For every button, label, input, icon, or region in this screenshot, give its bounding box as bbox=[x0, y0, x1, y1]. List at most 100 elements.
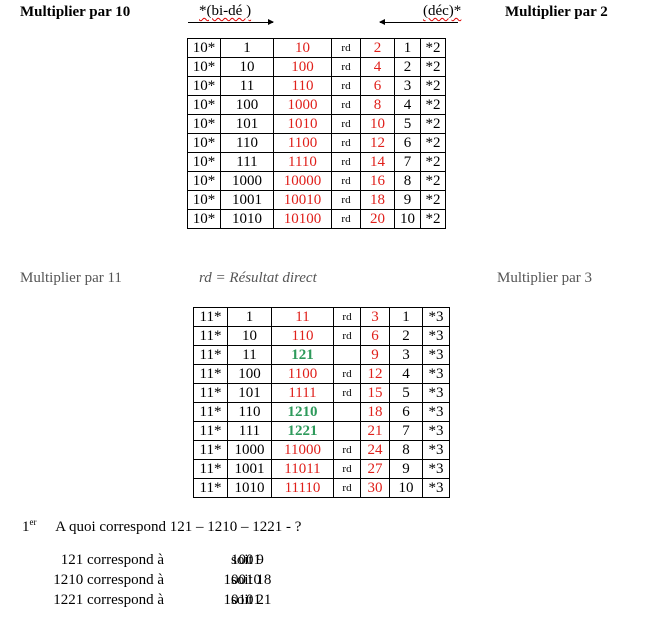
rd-cell bbox=[333, 402, 361, 422]
result-cell: 1221 bbox=[271, 421, 334, 441]
operand-cell: 10 bbox=[227, 326, 272, 346]
rd-cell: rd bbox=[333, 383, 361, 403]
rd-cell: rd bbox=[331, 95, 361, 115]
table-row: 11* 110 1210 18 6 *3 bbox=[193, 402, 450, 422]
decimal-result-cell: 15 bbox=[360, 383, 390, 403]
operand-cell: 111 bbox=[227, 421, 272, 441]
decimal-result-cell: 14 bbox=[360, 152, 395, 172]
question-number: 1 bbox=[22, 519, 30, 535]
factor-cell: *2 bbox=[420, 114, 446, 134]
multiplier-cell: 10* bbox=[187, 57, 221, 77]
decimal-operand-cell: 10 bbox=[394, 209, 421, 229]
decimal-operand-cell: 3 bbox=[394, 76, 421, 96]
title-multiplier-11: Multiplier par 11 bbox=[20, 270, 122, 286]
decimal-operand-cell: 6 bbox=[389, 402, 423, 422]
result-cell: 10 bbox=[273, 38, 332, 58]
arrow-left-icon bbox=[379, 19, 458, 25]
operand-cell: 101 bbox=[227, 383, 272, 403]
rd-cell bbox=[333, 421, 361, 441]
result-cell: 1111 bbox=[271, 383, 334, 403]
multiplier-cell: 10* bbox=[187, 133, 221, 153]
multiplier-cell: 11* bbox=[193, 421, 228, 441]
table-row: 11* 111 1221 21 7 *3 bbox=[193, 421, 450, 441]
multiplier-cell: 10* bbox=[187, 190, 221, 210]
rd-legend: rd = Résultat direct bbox=[199, 270, 317, 286]
result-cell: 1100 bbox=[273, 133, 332, 153]
rd-cell: rd bbox=[331, 38, 361, 58]
operand-cell: 100 bbox=[220, 95, 274, 115]
factor-cell: *2 bbox=[420, 95, 446, 115]
factor-cell: *2 bbox=[420, 152, 446, 172]
question-line: 1er A quoi correspond 121 – 1210 – 1221 … bbox=[22, 517, 301, 536]
answer-row-2: 1210 correspond à 10010 soit 18 bbox=[53, 572, 272, 588]
factor-cell: *2 bbox=[420, 57, 446, 77]
decimal-result-cell: 30 bbox=[360, 478, 390, 498]
rd-cell: rd bbox=[333, 478, 361, 498]
rd-cell: rd bbox=[331, 171, 361, 191]
multiplier-cell: 11* bbox=[193, 440, 228, 460]
table-row: 11* 11 121 9 3 *3 bbox=[193, 345, 450, 365]
factor-cell: *2 bbox=[420, 76, 446, 96]
factor-cell: *2 bbox=[420, 133, 446, 153]
factor-cell: *3 bbox=[422, 478, 450, 498]
factor-cell: *3 bbox=[422, 402, 450, 422]
operand-cell: 1010 bbox=[220, 209, 274, 229]
factor-cell: *2 bbox=[420, 38, 446, 58]
operand-cell: 110 bbox=[227, 402, 272, 422]
operand-cell: 110 bbox=[220, 133, 274, 153]
multiplier-cell: 11* bbox=[193, 478, 228, 498]
rd-cell: rd bbox=[331, 209, 361, 229]
multiplier-cell: 10* bbox=[187, 76, 221, 96]
operand-cell: 1001 bbox=[220, 190, 274, 210]
result-cell: 110 bbox=[273, 76, 332, 96]
result-cell: 11 bbox=[271, 307, 334, 327]
decimal-operand-cell: 5 bbox=[394, 114, 421, 134]
decimal-result-cell: 4 bbox=[360, 57, 395, 77]
left-arrow-label: *(bi-dé ) bbox=[199, 3, 252, 19]
result-cell: 10100 bbox=[273, 209, 332, 229]
arrow-right-icon bbox=[188, 19, 274, 25]
decimal-result-cell: 9 bbox=[360, 345, 390, 365]
multiplier-cell: 11* bbox=[193, 402, 228, 422]
decimal-result-cell: 3 bbox=[360, 307, 390, 327]
decimal-operand-cell: 7 bbox=[394, 152, 421, 172]
operand-cell: 1001 bbox=[227, 459, 272, 479]
result-cell: 1100 bbox=[271, 364, 334, 384]
rd-cell: rd bbox=[331, 133, 361, 153]
operand-cell: 11 bbox=[220, 76, 274, 96]
multiplier-cell: 10* bbox=[187, 152, 221, 172]
answer-row-1: 121 correspond à 1001 soit 9 bbox=[60, 552, 264, 568]
decimal-operand-cell: 8 bbox=[394, 171, 421, 191]
decimal-operand-cell: 2 bbox=[394, 57, 421, 77]
rd-cell: rd bbox=[331, 190, 361, 210]
factor-cell: *2 bbox=[420, 171, 446, 191]
operand-cell: 111 bbox=[220, 152, 274, 172]
multiplier-cell: 11* bbox=[193, 345, 228, 365]
question-superscript: er bbox=[29, 517, 37, 527]
decimal-operand-cell: 5 bbox=[389, 383, 423, 403]
decimal-result-cell: 16 bbox=[360, 171, 395, 191]
operand-cell: 101 bbox=[220, 114, 274, 134]
factor-cell: *3 bbox=[422, 459, 450, 479]
right-arrow-label: (déc)* bbox=[423, 3, 462, 19]
result-cell: 10000 bbox=[273, 171, 332, 191]
factor-cell: *3 bbox=[422, 326, 450, 346]
multiplier-cell: 10* bbox=[187, 114, 221, 134]
factor-cell: *3 bbox=[422, 307, 450, 327]
multiplier-cell: 11* bbox=[193, 459, 228, 479]
decimal-result-cell: 20 bbox=[360, 209, 395, 229]
rd-cell: rd bbox=[333, 307, 361, 327]
factor-cell: *3 bbox=[422, 383, 450, 403]
